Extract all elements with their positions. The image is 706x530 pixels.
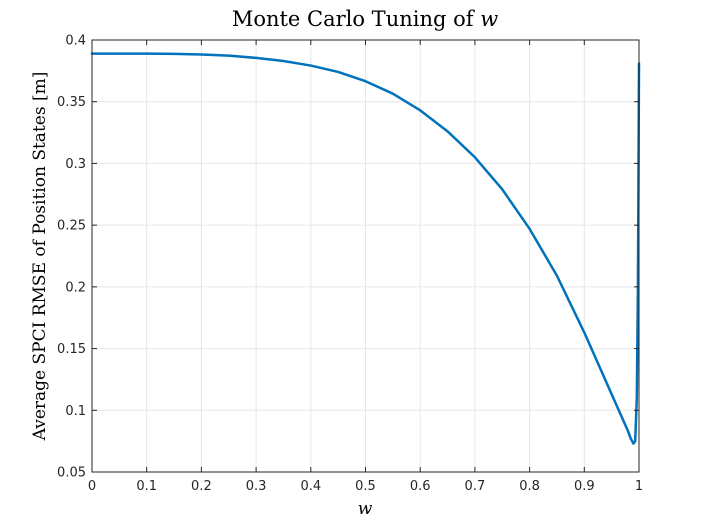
series-line bbox=[90, 52, 641, 445]
x-tick-label: 0.3 bbox=[246, 479, 267, 494]
chart-title-text: Monte Carlo Tuning of bbox=[232, 7, 480, 31]
y-tick-label: 0.25 bbox=[57, 219, 86, 234]
x-axis-label: w bbox=[358, 499, 373, 519]
y-tick-label: 0.3 bbox=[65, 157, 86, 172]
x-tick-label: 0 bbox=[88, 479, 96, 494]
x-tick-label: 0.5 bbox=[355, 479, 376, 494]
x-tick-label: 0.4 bbox=[300, 479, 321, 494]
x-tick-label: 0.1 bbox=[136, 479, 157, 494]
x-tick-label: 0.6 bbox=[410, 479, 431, 494]
x-tick-label: 0.9 bbox=[574, 479, 595, 494]
chart-title-variable: w bbox=[480, 7, 498, 31]
y-tick-label: 0.35 bbox=[57, 95, 86, 110]
chart-title: Monte Carlo Tuning of w bbox=[232, 7, 498, 31]
y-tick-label: 0.05 bbox=[57, 466, 86, 481]
x-tick-label: 1 bbox=[635, 479, 643, 494]
x-tick-label: 0.8 bbox=[519, 479, 540, 494]
y-axis-label: Average SPCI RMSE of Position States [m] bbox=[30, 72, 50, 442]
y-tick-label: 0.2 bbox=[65, 280, 86, 295]
x-tick-label: 0.7 bbox=[465, 479, 486, 494]
x-tick-label: 0.2 bbox=[191, 479, 212, 494]
y-tick-label: 0.15 bbox=[57, 342, 86, 357]
y-tick-label: 0.1 bbox=[65, 404, 86, 419]
ticks: 0 0.1 0.2 0.3 0.4 0.5 0.6 0.7 0.8 0.9 1 0.05 0.1 0.15… bbox=[57, 34, 643, 495]
series-layer bbox=[90, 52, 641, 445]
y-tick-label: 0.4 bbox=[65, 34, 86, 49]
